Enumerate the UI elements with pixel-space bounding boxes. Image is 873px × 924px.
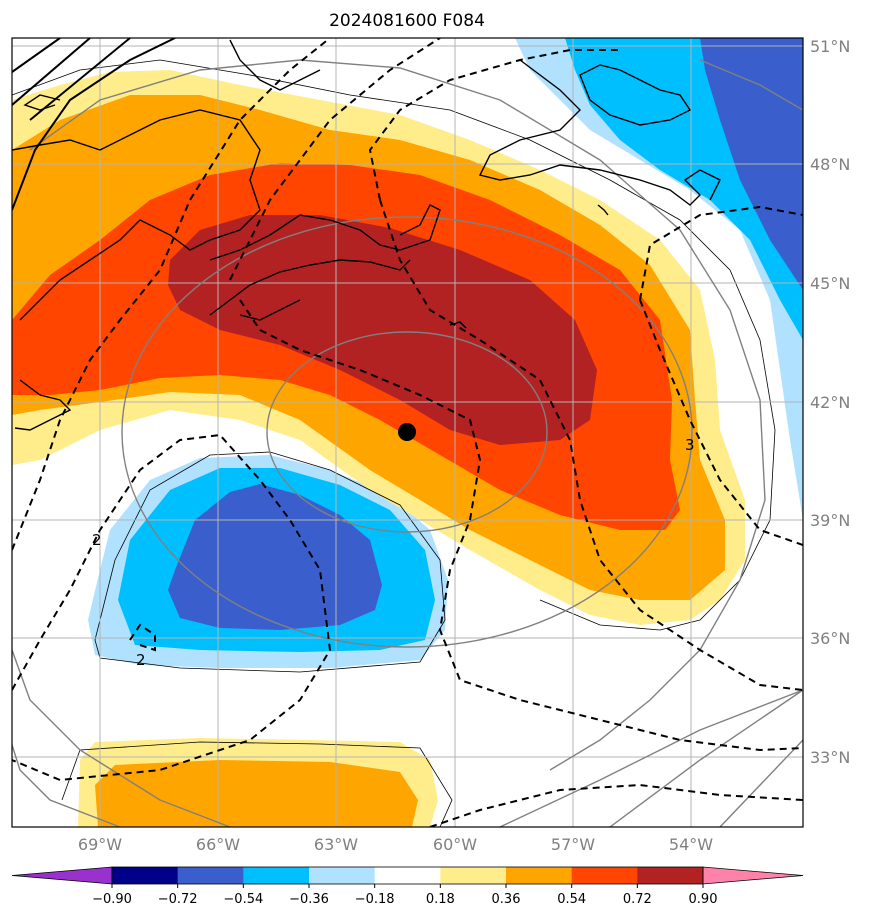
positive-mid-region-south (95, 760, 418, 827)
lon-label: 54°W (669, 835, 713, 854)
colorbar-tick-label: −0.90 (92, 892, 132, 907)
colorbar-segment (571, 867, 638, 884)
lat-label: 36°N (810, 629, 850, 648)
colorbar-tick-label: −0.54 (223, 892, 263, 907)
lat-label: 42°N (810, 393, 850, 412)
colorbar-extend-high (702, 866, 804, 885)
latitude-labels: 51°N 48°N 45°N 42°N 39°N 36°N 33°N (810, 37, 850, 767)
lon-label: 63°W (314, 835, 358, 854)
coastlines (12, 39, 721, 431)
colorbar-segment (374, 867, 441, 884)
range-rings (12, 59, 803, 827)
lat-label: 39°N (810, 511, 850, 530)
colorbar-segment (309, 867, 376, 884)
colorbar-segment (177, 867, 244, 884)
positive-max-region (168, 215, 597, 445)
lon-label: 69°W (78, 835, 122, 854)
lon-label: 66°W (196, 835, 240, 854)
colorbar-tick-label: 0.18 (426, 892, 455, 907)
colorbar-segment (243, 867, 310, 884)
colorbar-tick-label: −0.36 (289, 892, 329, 907)
storm-center-marker (398, 423, 416, 441)
lat-label: 48°N (810, 155, 850, 174)
contour-label: 2 (136, 651, 146, 669)
colorbar-extend-low (11, 866, 113, 885)
colorbar-frame (111, 866, 704, 885)
lon-label: 60°W (433, 835, 477, 854)
longitude-labels: 69°W 66°W 63°W 60°W 57°W 54°W (78, 835, 713, 854)
contour-label: 2 (92, 531, 102, 549)
colorbar-segment (637, 867, 704, 884)
contour-label: 3 (685, 436, 695, 454)
lat-label: 33°N (810, 748, 850, 767)
lat-label: 45°N (810, 274, 850, 293)
map-title: 2024081600 F084 (329, 11, 485, 31)
colorbar-tick-label: 0.36 (492, 892, 521, 907)
colorbar-segment (506, 867, 573, 884)
map-frame (11, 37, 804, 828)
colorbar-tick-label: 0.72 (623, 892, 652, 907)
colorbar-tick-label: −0.18 (355, 892, 395, 907)
dashed-contours (12, 38, 803, 827)
lat-label: 51°N (810, 37, 850, 56)
colorbar-segment (440, 867, 507, 884)
colorbar-tick-label: 0.90 (689, 892, 718, 907)
graticule (12, 38, 803, 827)
solid-contours-nw (12, 38, 176, 211)
map-area: 2 2 3 (12, 38, 803, 827)
colorbar-tick-label: −0.72 (158, 892, 198, 907)
colorbar-segment (112, 867, 179, 884)
colorbar-tick-label: 0.54 (557, 892, 586, 907)
lon-label: 57°W (551, 835, 595, 854)
colorbar: −0.90 −0.72 −0.54 −0.36 −0.18 0.18 0.36 0.54 0.7… (11, 866, 804, 907)
